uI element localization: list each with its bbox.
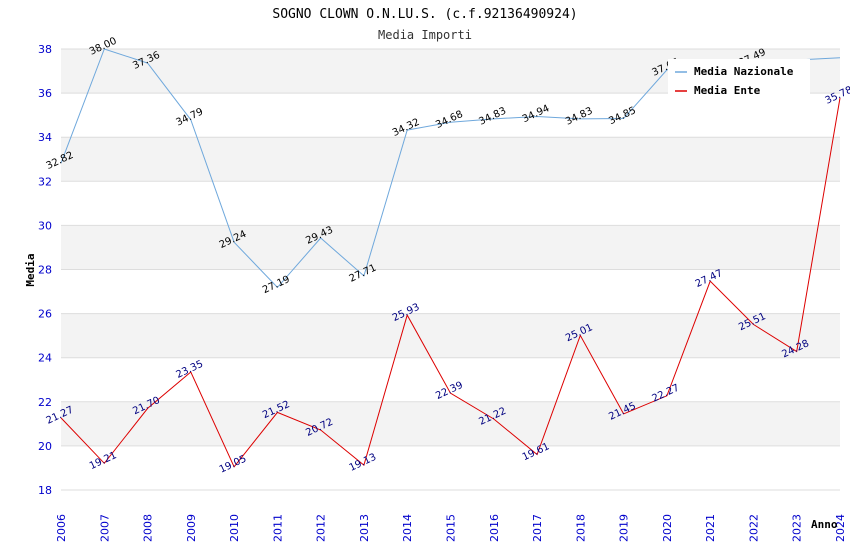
legend-label-media-ente: Media Ente (694, 84, 761, 97)
y-tick-label-20: 20 (38, 440, 52, 453)
band-8 (61, 93, 840, 138)
x-tick-label-2011: 2011 (271, 514, 284, 542)
x-tick-label-2020: 2020 (661, 514, 674, 542)
y-tick-label-22: 22 (38, 396, 52, 409)
x-axis-label: Anno (811, 518, 838, 531)
band-4 (61, 269, 840, 314)
y-tick-label-28: 28 (38, 264, 52, 277)
y-tick-label-38: 38 (38, 43, 52, 56)
band-0 (61, 445, 840, 490)
y-tick-label-34: 34 (38, 131, 52, 144)
chart-subtitle: Media Importi (378, 28, 472, 42)
y-tick-label-24: 24 (38, 352, 52, 365)
x-tick-label-2006: 2006 (55, 514, 68, 542)
x-tick-label-2016: 2016 (488, 514, 501, 542)
series-line-media-ente (60, 97, 841, 468)
x-tick-label-2015: 2015 (445, 514, 458, 542)
x-tick-label-2014: 2014 (401, 514, 414, 542)
legend: Media Nazionale Media Ente (668, 59, 810, 97)
band-6 (61, 181, 840, 226)
band-7 (61, 137, 840, 182)
x-tick-label-2022: 2022 (747, 514, 760, 542)
x-axis-ticks: 2006 2007 2008 2009 2010 2011 2012 2013 2014 2015… (55, 514, 847, 542)
x-tick-label-2013: 2013 (358, 514, 371, 542)
gridlines (61, 48, 840, 491)
x-tick-label-2017: 2017 (531, 514, 544, 542)
y-tick-label-30: 30 (38, 219, 52, 232)
background-bands (61, 49, 840, 490)
x-tick-label-2021: 2021 (704, 514, 717, 542)
band-2 (61, 357, 840, 402)
legend-label-media-nazionale: Media Nazionale (694, 65, 794, 78)
x-tick-label-2010: 2010 (228, 514, 241, 542)
x-tick-label-2019: 2019 (618, 514, 631, 542)
x-tick-label-2018: 2018 (574, 514, 587, 542)
x-tick-label-2024: 2024 (834, 514, 847, 542)
x-tick-label-2007: 2007 (98, 514, 111, 542)
y-tick-label-36: 36 (38, 87, 52, 100)
x-tick-label-2008: 2008 (142, 514, 155, 542)
band-3 (61, 313, 840, 358)
x-tick-label-2023: 2023 (791, 514, 804, 542)
legend-background (668, 59, 810, 94)
band-1 (61, 401, 840, 446)
x-tick-label-2009: 2009 (185, 514, 198, 542)
y-tick-label-26: 26 (38, 308, 52, 321)
y-axis-label: Media (24, 253, 37, 286)
y-axis-ticks: 18 20 22 24 26 28 30 32 34 36 38 (38, 43, 52, 497)
x-tick-label-2012: 2012 (315, 514, 328, 542)
y-tick-label-18: 18 (38, 484, 52, 497)
band-5 (61, 225, 840, 270)
y-tick-label-32: 32 (38, 175, 52, 188)
chart-title: SOGNO CLOWN O.N.LU.S. (c.f.92136490924) (272, 7, 577, 22)
